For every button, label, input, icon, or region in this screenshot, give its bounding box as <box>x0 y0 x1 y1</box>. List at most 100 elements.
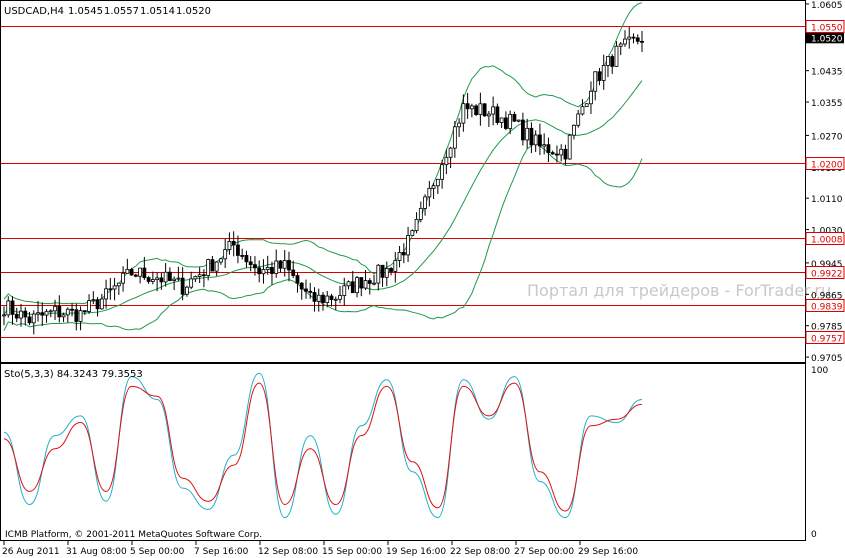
ohlc-low: 1.0514 <box>140 6 175 17</box>
time-axis-label: 29 Sep 16:00 <box>578 547 638 557</box>
time-axis-label: 15 Sep 00:00 <box>322 547 382 557</box>
candle-body <box>155 277 160 280</box>
candle-body <box>512 113 517 122</box>
candle-body <box>65 308 70 316</box>
price-axis-label: 0.9705 <box>811 354 843 364</box>
candle-body <box>465 103 470 110</box>
candle-body <box>19 310 23 319</box>
candle-body <box>597 71 602 81</box>
watermark-text: Портал для трейдеров - ForTrader.ru <box>527 281 831 300</box>
copyright-text: ICMB Platform, © 2001-2011 MetaQuotes So… <box>5 530 262 540</box>
candle-body <box>567 134 572 160</box>
price-axis-label: 1.0110 <box>811 195 843 205</box>
current-price-box <box>806 31 844 44</box>
candle-body <box>219 258 223 263</box>
candle-body <box>491 106 496 115</box>
candle-body <box>53 305 57 312</box>
candle-body <box>431 185 436 189</box>
candle-body <box>10 300 15 315</box>
candle-body <box>384 268 389 278</box>
candle-body <box>393 260 398 272</box>
candle-body <box>457 122 462 128</box>
stochastic-signal-line <box>3 382 643 512</box>
candle-body <box>312 292 317 302</box>
candle-body <box>287 260 291 271</box>
candle-body <box>244 255 249 263</box>
candle-body <box>635 37 640 42</box>
candle-body <box>401 252 406 256</box>
candle-body <box>206 259 211 276</box>
time-axis-label: 5 Sep 00:00 <box>130 547 185 557</box>
candle-body <box>240 255 245 257</box>
candle-body <box>372 282 376 285</box>
candle-body <box>482 103 487 117</box>
stoch-panel-frame <box>0 363 806 541</box>
candle-body <box>521 119 525 141</box>
price-axis-label: 0.9785 <box>811 323 843 333</box>
candle-body <box>61 314 66 318</box>
level-label-box <box>805 299 845 312</box>
candle-body <box>601 64 606 81</box>
candle-body <box>359 277 364 289</box>
candle-body <box>57 305 62 318</box>
candle-body <box>593 71 598 92</box>
candle-body <box>376 264 381 284</box>
candle-body <box>640 40 644 43</box>
candle-body <box>538 134 542 147</box>
candle-body <box>529 127 534 146</box>
candle-body <box>210 259 215 272</box>
candle-body <box>389 268 393 272</box>
candle-body <box>338 295 342 300</box>
candle-body <box>14 313 19 319</box>
candle-body <box>542 144 547 147</box>
time-axis-label: 27 Sep 00:00 <box>514 547 574 557</box>
candle-body <box>499 117 504 123</box>
price-axis-label: 1.0030 <box>811 227 843 237</box>
candle-body <box>503 117 508 129</box>
candle-body <box>316 294 321 302</box>
candle-body <box>555 153 559 156</box>
candle-body <box>108 288 113 291</box>
candle-body <box>87 300 91 312</box>
candle-body <box>74 309 79 322</box>
candle-body <box>572 124 576 136</box>
candle-body <box>618 43 623 47</box>
candle-body <box>121 272 125 284</box>
candle-body <box>329 295 334 300</box>
candle-body <box>346 281 351 287</box>
candle-body <box>610 56 615 67</box>
candle-body <box>414 218 419 232</box>
candle-body <box>265 267 270 270</box>
candle-body <box>99 298 104 310</box>
candle-body <box>550 152 555 155</box>
candle-body <box>410 230 415 236</box>
candle-body <box>180 277 185 295</box>
candle-body <box>282 260 287 269</box>
level-label-box <box>805 20 845 33</box>
candle-body <box>474 105 479 115</box>
candle-body <box>261 269 266 275</box>
candle-body <box>448 147 453 158</box>
candle-body <box>125 269 130 274</box>
candle-body <box>563 148 568 160</box>
time-axis-label: 7 Sep 16:00 <box>194 547 249 557</box>
price-axis-label: 1.0435 <box>811 68 843 78</box>
candle-body <box>584 103 589 108</box>
candle-body <box>236 244 240 256</box>
level-label-box <box>805 157 845 170</box>
candle-body <box>176 277 181 280</box>
time-axis-label: 19 Sep 16:00 <box>386 547 446 557</box>
candle-body <box>367 280 372 284</box>
candle-body <box>112 285 117 290</box>
candle-body <box>440 164 444 180</box>
level-price-label: 0.9839 <box>811 303 843 313</box>
candle-body <box>142 267 147 279</box>
candle-body <box>278 260 283 269</box>
current-price-label: 1.0520 <box>811 34 843 44</box>
candle-body <box>444 156 449 166</box>
candle-body <box>133 274 138 277</box>
level-price-label: 1.0550 <box>811 24 843 34</box>
candle-body <box>589 90 593 105</box>
candle-body <box>321 294 325 304</box>
